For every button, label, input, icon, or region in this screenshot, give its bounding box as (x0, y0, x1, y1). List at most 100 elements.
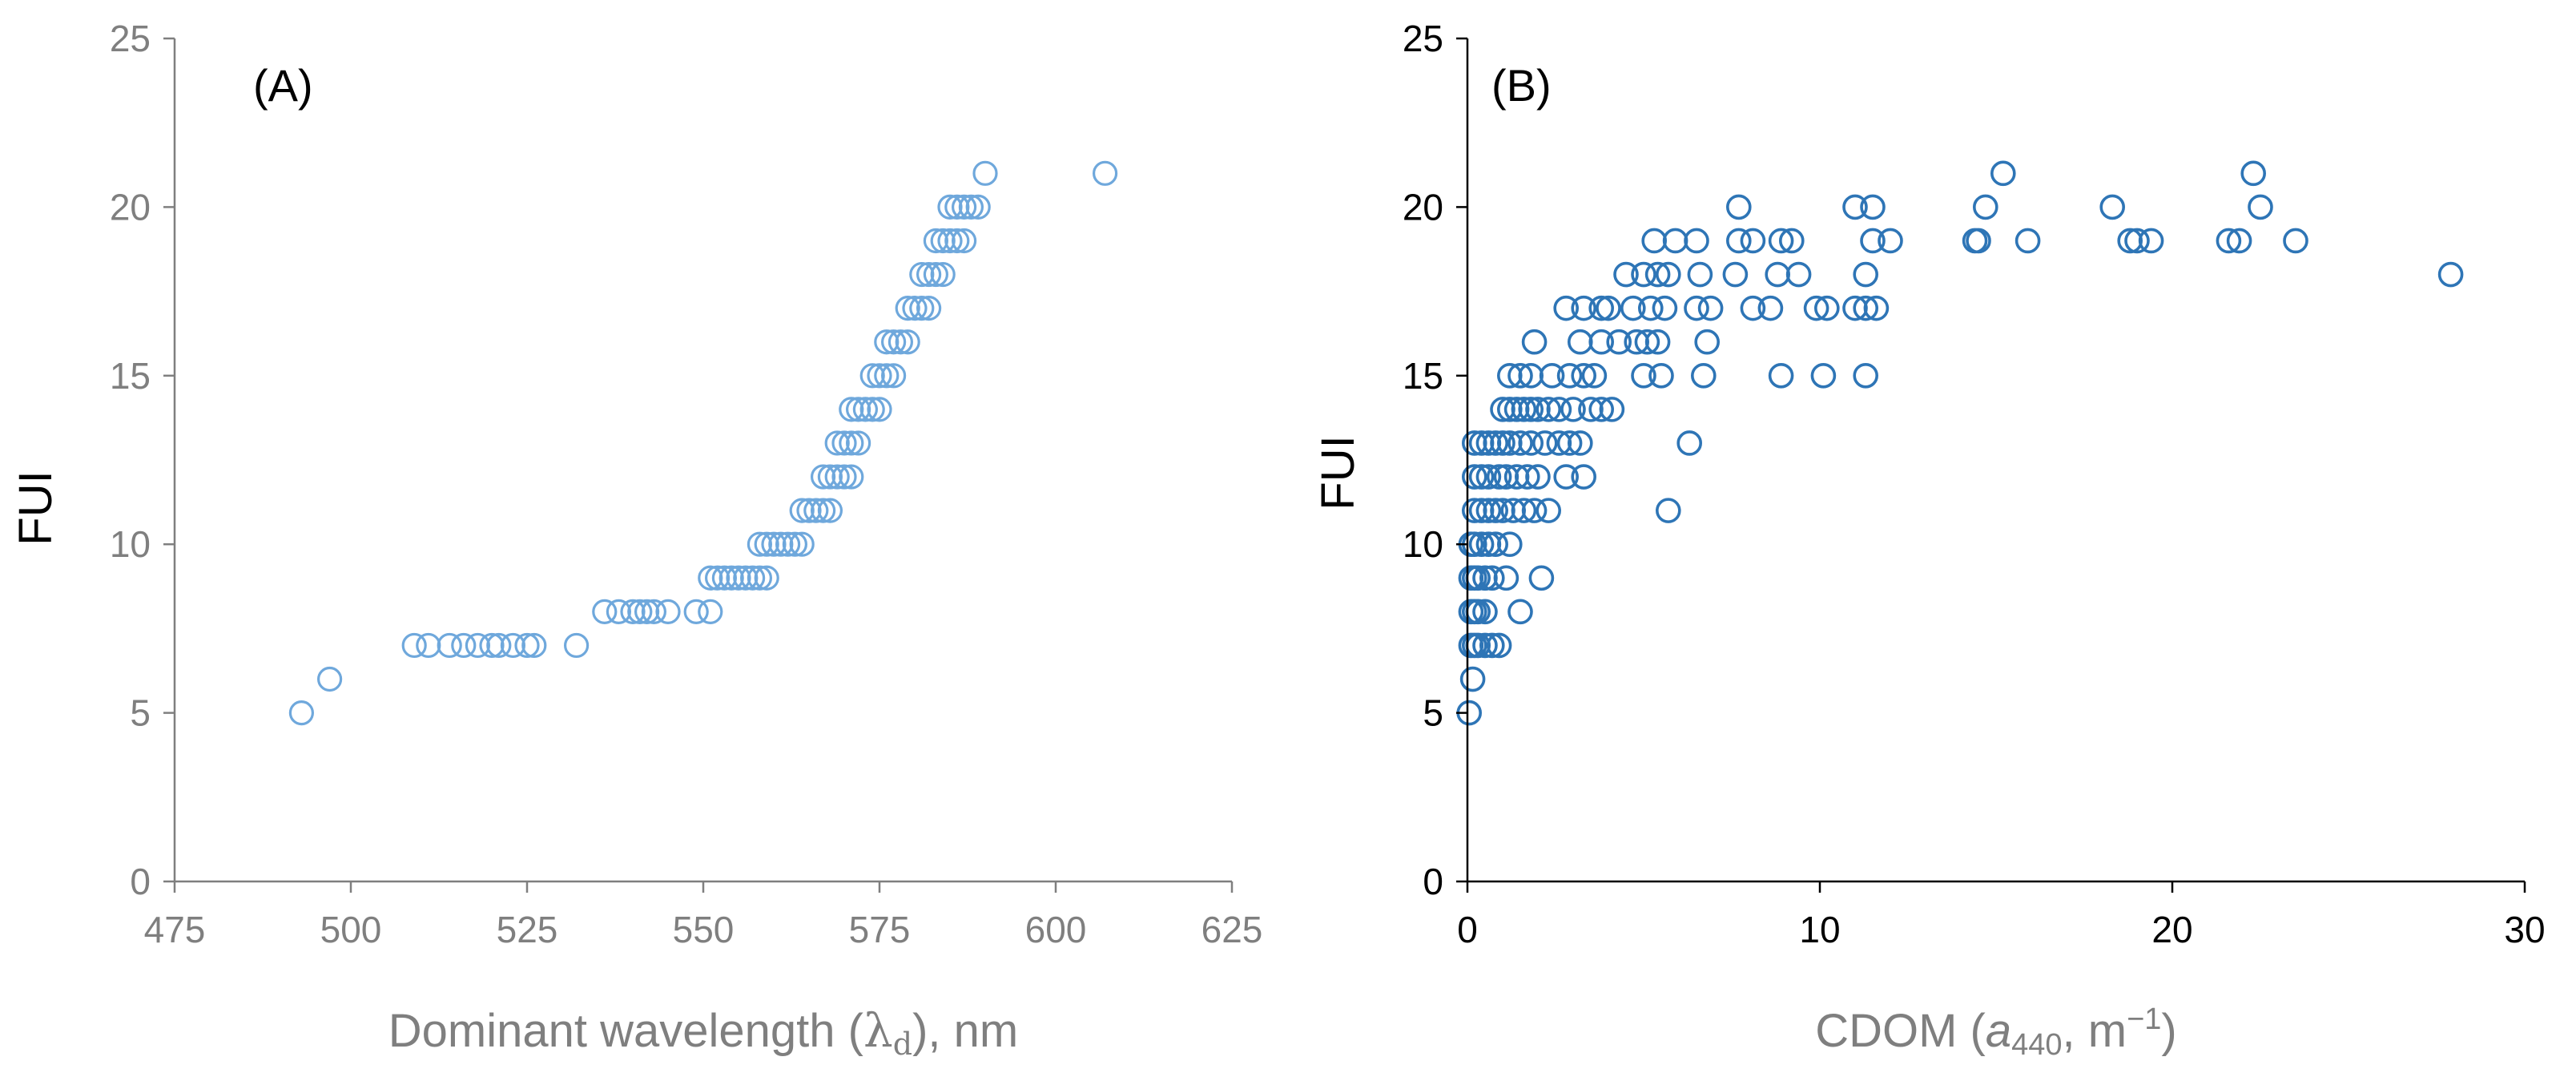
data-point (1644, 329, 1671, 355)
data-point (641, 599, 667, 624)
data-point (1740, 228, 1766, 254)
x-tick-label: 525 (497, 909, 558, 950)
data-point (1588, 397, 1614, 422)
data-point (1990, 160, 2016, 187)
data-point (1853, 362, 1878, 389)
data-point (1468, 531, 1495, 558)
x-tick-label: 20 (2151, 909, 2192, 950)
data-point (1803, 295, 1829, 321)
data-point (867, 397, 892, 422)
data-point (465, 632, 491, 659)
panel-b-x-axis-title-superscript: −1 (2127, 1002, 2161, 1036)
data-point (923, 261, 949, 288)
panel-a-x-axis-title-subscript: d (893, 1027, 912, 1062)
panel-b-x-axis-title-symbol: a (1986, 1005, 2011, 1057)
data-point (1684, 228, 1709, 254)
panel-b-x-tick-labels: 0 10 20 30 (1457, 909, 2545, 950)
data-point (1588, 295, 1614, 321)
x-tick-label: 475 (144, 909, 206, 950)
data-point (1479, 565, 1505, 591)
data-point (1515, 464, 1540, 490)
data-point (2248, 194, 2273, 220)
data-point (1973, 194, 1998, 220)
panel-a-axes (163, 37, 1234, 893)
y-tick-label: 15 (1403, 355, 1443, 397)
data-point (1606, 329, 1632, 355)
data-point (880, 363, 907, 389)
panel-b-x-axis-title-prefix: CDOM ( (1815, 1005, 1986, 1057)
data-point (1853, 295, 1878, 321)
data-point (916, 261, 942, 288)
data-point (2226, 228, 2252, 254)
data-point (1620, 295, 1646, 321)
data-point (1518, 430, 1544, 456)
panel-a-x-axis-title-suffix: ), nm (912, 1005, 1018, 1057)
data-point (1814, 295, 1840, 321)
panel-b-label: (B) (1491, 60, 1552, 111)
data-point (1553, 295, 1579, 321)
data-point (951, 194, 977, 220)
data-point (1726, 194, 1752, 220)
data-point (1697, 295, 1724, 321)
data-point (1472, 599, 1498, 625)
data-point (1483, 498, 1508, 523)
data-point (880, 329, 907, 355)
data-point (1556, 362, 1583, 389)
y-tick-label: 20 (110, 186, 151, 228)
data-point (1768, 362, 1794, 389)
data-point (2099, 194, 2125, 220)
y-tick-label: 15 (110, 355, 151, 397)
data-point (867, 363, 892, 389)
data-point (874, 329, 900, 355)
data-point (1475, 464, 1502, 490)
data-point (1518, 397, 1544, 422)
data-point (1462, 464, 1487, 490)
x-tick-label: 625 (1201, 909, 1263, 950)
data-point (1497, 531, 1523, 558)
data-point (1581, 362, 1608, 389)
panel-b-axes (1456, 37, 2526, 893)
data-point (1662, 228, 1688, 254)
data-point (1779, 228, 1805, 254)
data-point (563, 632, 590, 659)
data-point (1507, 362, 1533, 389)
data-point (711, 565, 738, 591)
data-point (789, 498, 815, 523)
data-point (1842, 194, 1868, 220)
y-tick-label: 0 (130, 861, 151, 902)
data-point (2437, 261, 2464, 288)
data-point (1571, 464, 1596, 490)
y-tick-label: 20 (1403, 186, 1443, 228)
data-point (1684, 295, 1709, 321)
data-point (1468, 464, 1495, 490)
data-point (817, 498, 843, 523)
data-point (1092, 160, 1118, 186)
data-point (1722, 261, 1749, 288)
data-point (902, 296, 928, 321)
data-point (1652, 295, 1678, 321)
y-tick-label: 0 (1423, 861, 1443, 902)
panel-a-points (288, 160, 1118, 726)
x-tick-label: 0 (1457, 909, 1478, 950)
data-point (2138, 228, 2164, 254)
data-point (1528, 565, 1555, 591)
data-point (803, 498, 829, 523)
data-point (888, 329, 914, 355)
data-point (1571, 362, 1596, 389)
panel-a-x-axis-title: Dominant wavelength (λd), nm (388, 1003, 1018, 1062)
data-point (2124, 228, 2150, 254)
data-point (972, 160, 998, 186)
data-point (1631, 261, 1656, 288)
data-point (1691, 362, 1717, 389)
data-point (1613, 261, 1639, 288)
data-point (845, 430, 871, 456)
data-point (1507, 430, 1533, 456)
data-point (944, 194, 970, 220)
data-point (852, 397, 879, 422)
data-point (930, 261, 956, 288)
data-point (1472, 632, 1498, 659)
panel-b-x-axis-title-suffix: , m (2063, 1005, 2127, 1057)
data-point (754, 531, 779, 557)
data-point (1757, 295, 1784, 321)
y-tick-label: 10 (1403, 523, 1443, 565)
